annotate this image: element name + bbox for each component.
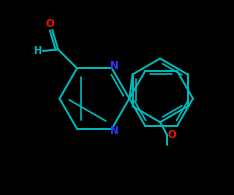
Text: H: H (34, 46, 42, 56)
Text: N: N (110, 126, 119, 136)
Text: O: O (167, 130, 176, 140)
Text: N: N (110, 61, 119, 71)
Text: O: O (46, 19, 55, 29)
